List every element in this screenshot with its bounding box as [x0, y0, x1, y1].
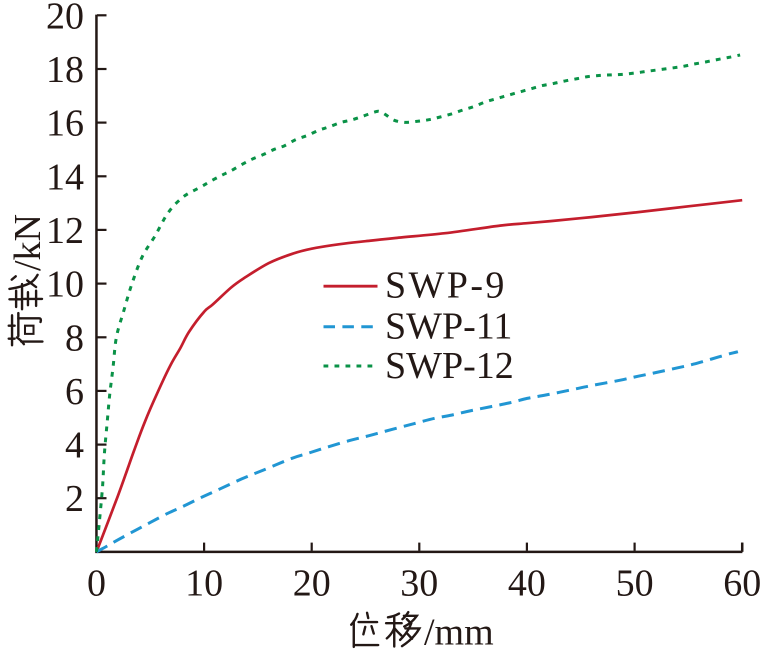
svg-text:/mm: /mm — [424, 612, 494, 650]
svg-text:20: 20 — [293, 563, 331, 605]
svg-text:SWP-11: SWP-11 — [385, 306, 512, 348]
svg-text:40: 40 — [508, 563, 546, 605]
svg-text:6: 6 — [65, 371, 84, 413]
svg-text:10: 10 — [46, 264, 84, 306]
svg-text:14: 14 — [46, 156, 84, 198]
svg-text:20: 20 — [46, 0, 84, 37]
svg-text:8: 8 — [65, 317, 84, 359]
svg-text:30: 30 — [400, 563, 438, 605]
svg-text:0: 0 — [87, 563, 106, 605]
svg-text:16: 16 — [46, 103, 84, 145]
svg-text:SWP-12: SWP-12 — [385, 345, 514, 387]
svg-text:SWP-9: SWP-9 — [385, 265, 507, 307]
svg-text:2: 2 — [65, 478, 84, 520]
svg-text:18: 18 — [46, 49, 84, 91]
svg-text:12: 12 — [46, 210, 84, 252]
svg-text:60: 60 — [723, 563, 761, 605]
svg-text:4: 4 — [65, 425, 84, 467]
svg-text:10: 10 — [185, 563, 223, 605]
svg-text:/kN: /kN — [7, 214, 49, 271]
svg-text:50: 50 — [616, 563, 654, 605]
